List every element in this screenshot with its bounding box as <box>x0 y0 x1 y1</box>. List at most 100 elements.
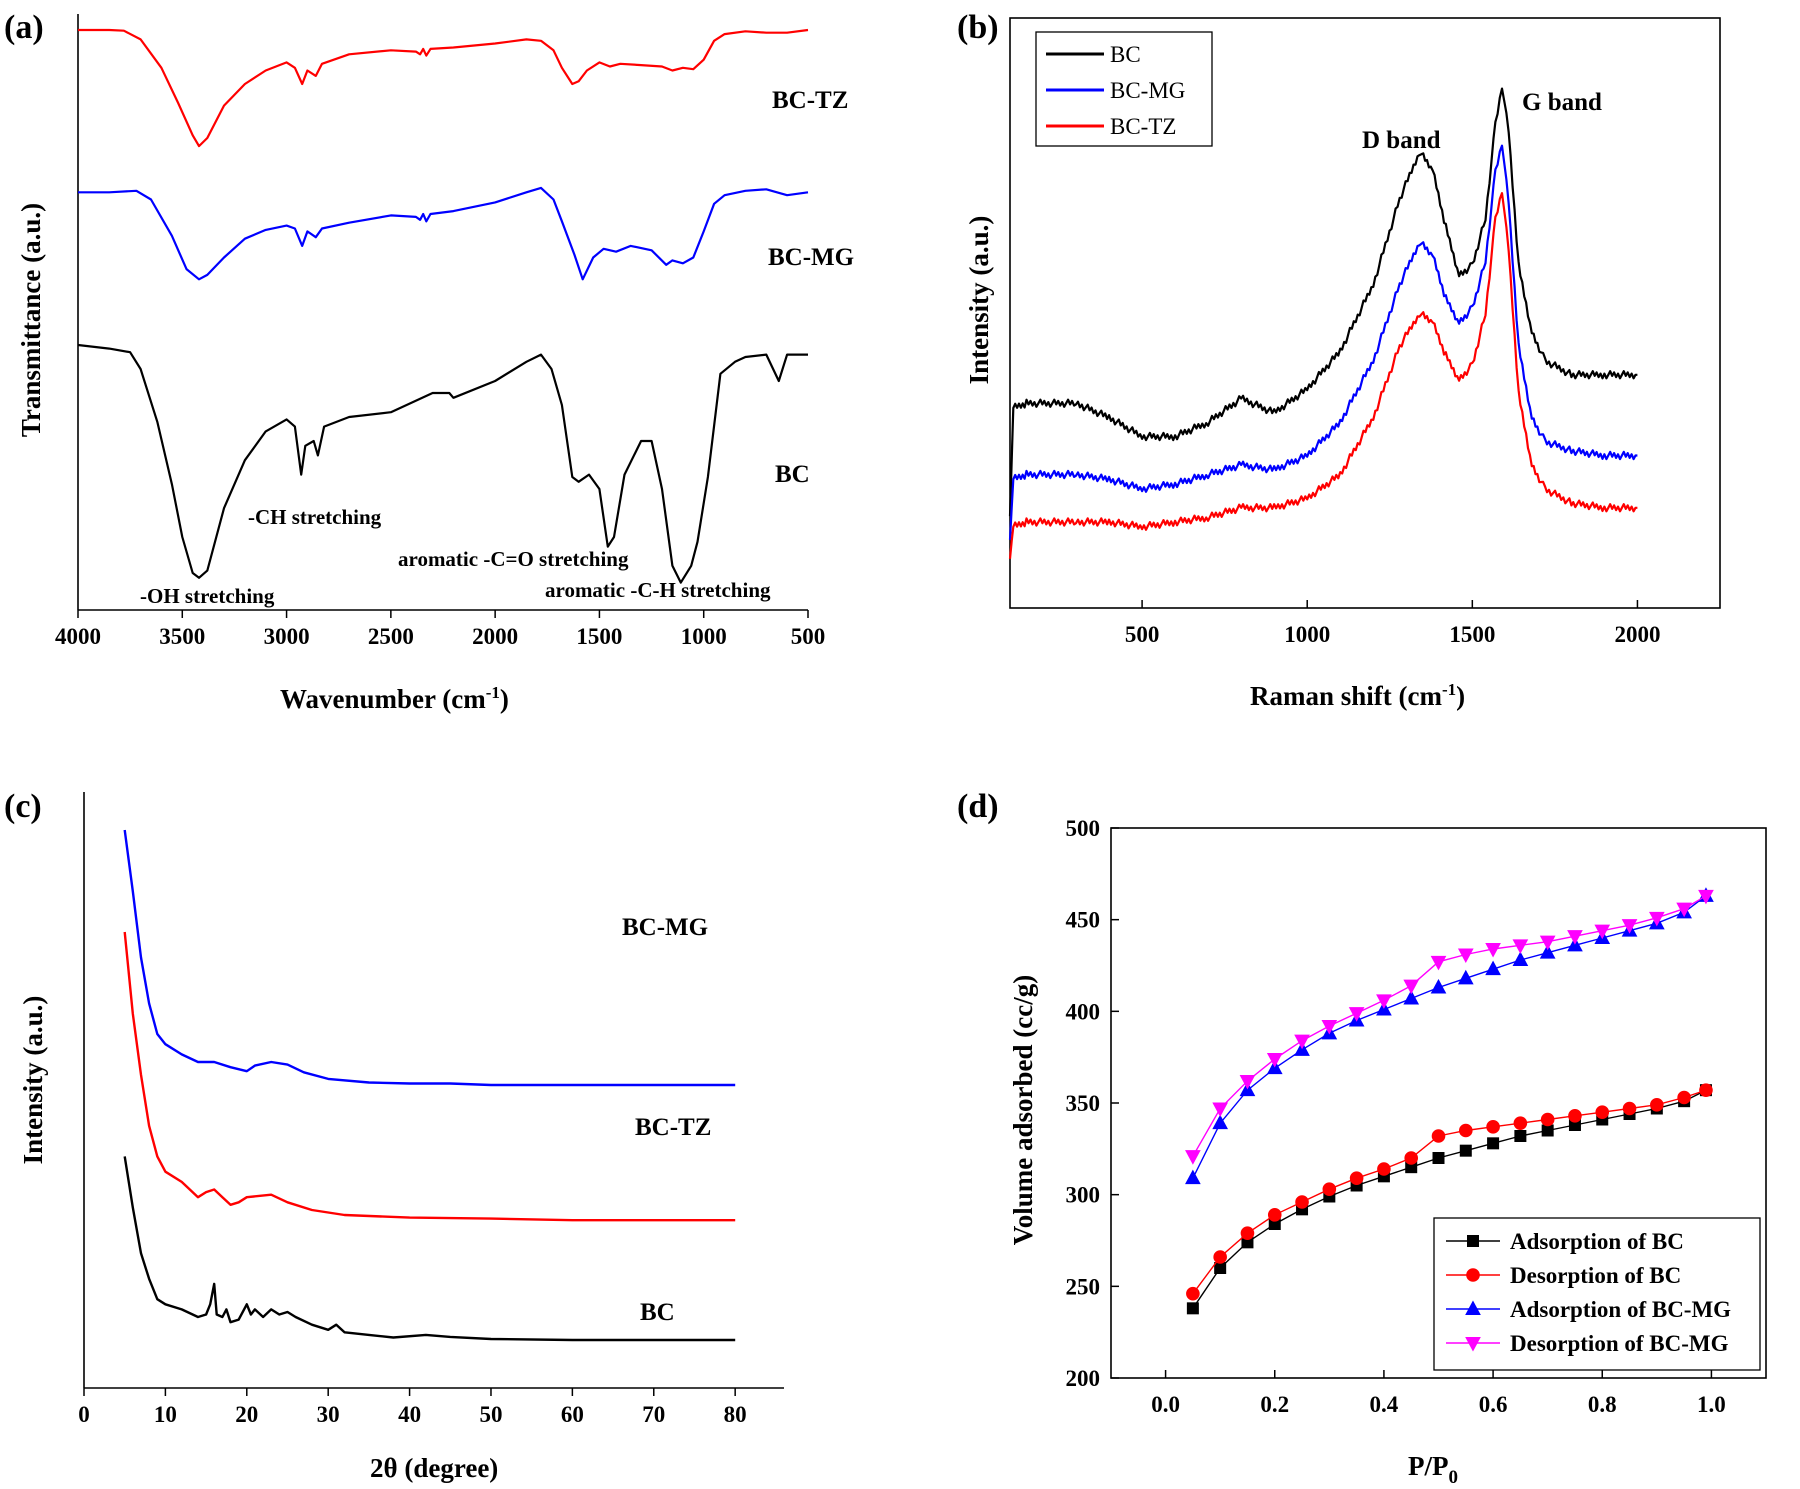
panel-d-point-desorption-of-bc-mg-19 <box>1698 889 1714 905</box>
panel-d-point-adsorption-of-bc-mg-12 <box>1512 951 1529 966</box>
panel-d-point-desorption-of-bc-mg-14 <box>1567 930 1583 945</box>
panel-b-line-bc-mg <box>1008 144 1638 540</box>
panel-c-x-ticks: 0 10 20 30 40 50 60 70 80 <box>78 1388 747 1427</box>
panel-a-ylabel: Transmittance (a.u.) <box>16 203 46 437</box>
panel-d-point-desorption-of-bc-3 <box>1267 1208 1282 1222</box>
panel-a-annotation-ch: -CH stretching <box>248 505 382 529</box>
panel-d-series-adsorption-of-bc-mg <box>1185 887 1714 1185</box>
panel-d-point-desorption-of-bc-mg-6 <box>1348 1007 1365 1022</box>
panel-d-legend-marker-adsorption-of-bc <box>1467 1235 1479 1247</box>
panel-b-annotation-gband: G band <box>1522 89 1602 116</box>
panel-d-point-adsorption-of-bc-mg-8 <box>1403 989 1420 1005</box>
panel-d-legend: Adsorption of BC Desorption of BC Adsorp… <box>1433 1217 1761 1371</box>
panel-d-point-desorption-of-bc-9 <box>1431 1129 1446 1143</box>
panel-d-xtick-0.2-label: 0.2 <box>1260 1392 1289 1417</box>
panel-a-xlabel: Wavenumber (cm-1) <box>280 683 509 714</box>
panel-b-letter: (b) <box>957 9 999 46</box>
panel-a-line-bc <box>77 343 808 584</box>
panel-d-legend-box <box>1433 1217 1761 1371</box>
panel-d-point-desorption-of-bc-1 <box>1213 1250 1227 1264</box>
panel-d-point-adsorption-of-bc-10 <box>1459 1144 1472 1157</box>
panel-b-line-bc-tz <box>1008 192 1638 559</box>
panel-d-point-desorption-of-bc-6 <box>1349 1171 1364 1185</box>
panel-b-legend-bcmg: BC-MG <box>1110 78 1185 103</box>
panel-a-xtick-3000-label: 3000 <box>264 624 310 649</box>
panel-c-label-bcmg: BC-MG <box>622 914 708 941</box>
panel-d-point-adsorption-of-bc-12 <box>1514 1130 1527 1142</box>
panel-a-line-bc-mg <box>78 186 809 281</box>
panel-b-xtick-1000-label: 1000 <box>1284 622 1330 647</box>
panel-a-xtick-4000-label: 4000 <box>55 624 101 649</box>
panel-d-point-desorption-of-bc-19 <box>1699 1083 1713 1097</box>
panel-d-ticks: 0.0 0.2 0.4 0.6 0.8 1.0 200 250 300 350 400 450 500 <box>1066 816 1726 1417</box>
panel-d-point-adsorption-of-bc-11 <box>1487 1137 1500 1150</box>
panel-b-xtick-2000-label: 2000 <box>1614 622 1660 647</box>
panel-c-letter: (c) <box>4 788 42 825</box>
panel-b-legend: BC BC-MG BC-TZ <box>1035 31 1213 147</box>
panel-c-xlabel: 2θ (degree) <box>370 1453 498 1483</box>
panel-d-point-desorption-of-bc-mg-17 <box>1648 911 1665 927</box>
panel-d-point-desorption-of-bc-mg-5 <box>1321 1020 1338 1035</box>
panel-c-xtick-80-label: 80 <box>724 1402 747 1427</box>
panel-d-xtick-0.8-label: 0.8 <box>1588 1392 1617 1417</box>
panel-c-xtick-50-label: 50 <box>479 1402 502 1427</box>
panel-d-point-desorption-of-bc-mg-16 <box>1621 919 1638 934</box>
panel-d-point-desorption-of-bc-17 <box>1650 1098 1664 1112</box>
panel-a-series-lines <box>77 28 809 584</box>
panel-d-point-desorption-of-bc-11 <box>1486 1120 1500 1134</box>
panel-a-annotation-co: aromatic -C=O stretching <box>398 547 629 571</box>
panel-c-line-bc <box>123 1156 736 1342</box>
panel-d-point-desorption-of-bc-mg-1 <box>1212 1102 1229 1118</box>
panel-b-ylabel: Intensity (a.u.) <box>964 216 994 385</box>
panel-a-annotation-ch-aromatic: aromatic -C-H stretching <box>545 578 771 602</box>
panel-d-point-adsorption-of-bc-mg-9 <box>1430 978 1447 994</box>
panel-d-point-desorption-of-bc-mg-10 <box>1457 948 1474 964</box>
panel-d-point-desorption-of-bc-mg-4 <box>1294 1034 1310 1050</box>
panel-d-point-desorption-of-bc-18 <box>1677 1090 1691 1105</box>
panel-d-point-desorption-of-bc-5 <box>1322 1182 1337 1196</box>
panel-d-point-desorption-of-bc-mg-2 <box>1239 1075 1256 1090</box>
panel-a-x-ticks: 4000 3500 3000 2500 2000 1500 1000 500 <box>55 610 825 649</box>
panel-d-point-adsorption-of-bc-9 <box>1432 1152 1445 1164</box>
panel-d-point-adsorption-of-bc-mg-1 <box>1212 1114 1229 1130</box>
panel-d-point-adsorption-of-bc-mg-11 <box>1485 960 1501 976</box>
panel-b-frame <box>1009 17 1721 609</box>
panel-d-series-desorption-of-bc-mg <box>1185 889 1714 1165</box>
panel-d-ytick-350-label: 350 <box>1066 1091 1101 1116</box>
panel-d-point-desorption-of-bc-mg-15 <box>1594 924 1611 940</box>
panel-d-legend-marker-desorption-of-bc-mg <box>1465 1337 1481 1352</box>
panel-d-point-desorption-of-bc-mg-0 <box>1185 1150 1201 1165</box>
panel-b-xtick-500-label: 500 <box>1125 622 1160 647</box>
panel-d-point-adsorption-of-bc-mg-10 <box>1457 969 1474 985</box>
panel-c: (c) 0 10 20 30 40 50 60 70 80 2θ (degree) Intens… <box>4 788 784 1483</box>
panel-b-legend-bctz: BC-TZ <box>1110 114 1176 139</box>
panel-a-label-bcmg: BC-MG <box>768 244 854 271</box>
panel-d-point-adsorption-of-bc-0 <box>1186 1302 1199 1315</box>
panel-d-xtick-0.4-label: 0.4 <box>1370 1392 1399 1417</box>
panel-d-legend-ads-bcmg: Adsorption of BC-MG <box>1510 1297 1731 1322</box>
panel-c-label-bc: BC <box>640 1299 675 1326</box>
panel-d-ytick-250-label: 250 <box>1066 1274 1101 1299</box>
panel-d-legend-marker-adsorption-of-bc-mg <box>1465 1300 1481 1315</box>
panel-d-point-desorption-of-bc-mg-9 <box>1430 955 1447 971</box>
panel-d-legend-des-bc: Desorption of BC <box>1510 1263 1681 1288</box>
panel-c-xtick-60-label: 60 <box>561 1402 584 1427</box>
panel-d-ylabel: Volume adsorbed (cc/g) <box>1008 975 1038 1246</box>
panel-b-xtick-1500-label: 1500 <box>1449 622 1495 647</box>
panel-a-line-bc-tz <box>78 28 809 148</box>
panel-d-point-desorption-of-bc-mg-7 <box>1376 994 1392 1009</box>
panel-d-point-desorption-of-bc-8 <box>1404 1151 1419 1165</box>
panel-c-xtick-20-label: 20 <box>235 1402 258 1427</box>
panel-d-ytick-400-label: 400 <box>1066 999 1101 1024</box>
panel-c-xtick-0-label: 0 <box>78 1402 90 1427</box>
panel-b-x-ticks: 500 1000 1500 2000 <box>1125 600 1660 647</box>
panel-a-xtick-2500-label: 2500 <box>368 624 414 649</box>
panel-a-xtick-3500-label: 3500 <box>159 624 205 649</box>
panel-b: (b) 500 1000 1500 2000 Raman shift (cm-1) I… <box>957 9 1721 711</box>
panel-c-label-bctz: BC-TZ <box>635 1114 711 1141</box>
panel-d-legend-markers <box>1446 1235 1500 1352</box>
panel-d-point-adsorption-of-bc-1 <box>1214 1262 1227 1274</box>
panel-d-xlabel: P/P0 <box>1408 1451 1458 1488</box>
panel-c-xtick-10-label: 10 <box>154 1402 177 1427</box>
